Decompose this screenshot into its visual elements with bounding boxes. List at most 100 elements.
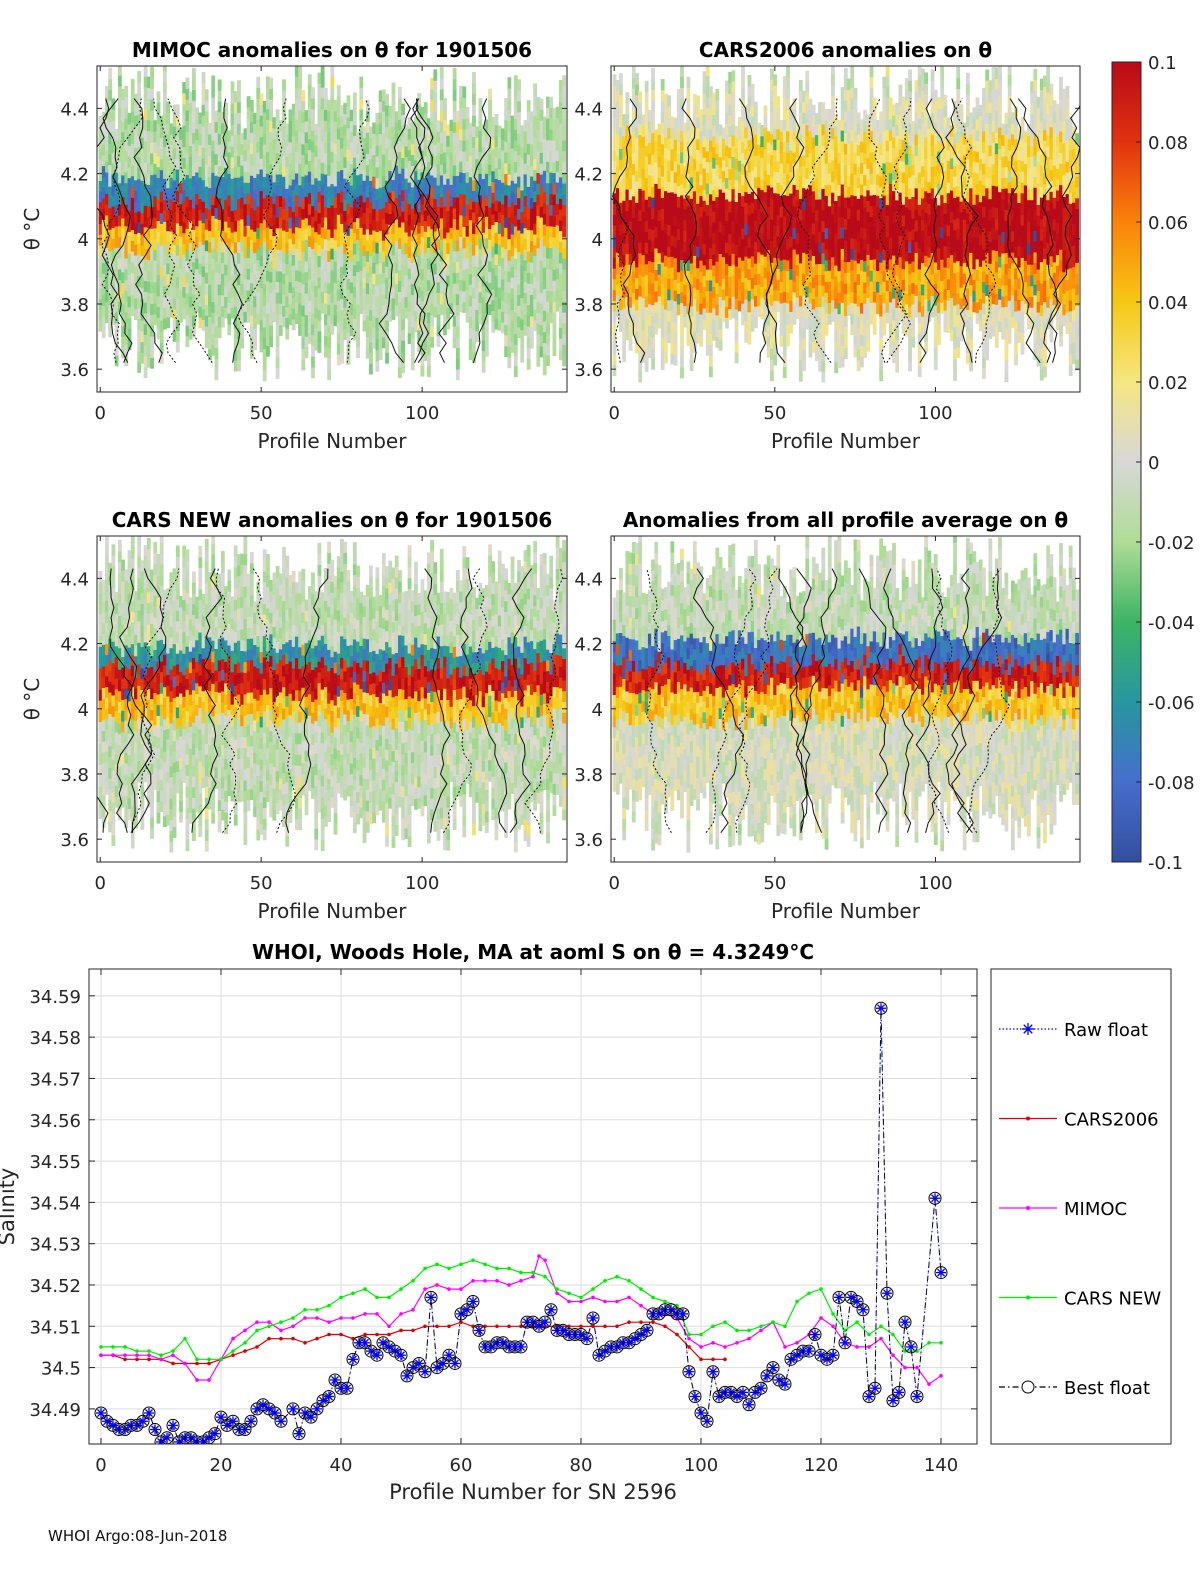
cars-new-point [807, 1291, 811, 1296]
cars-new-point [699, 1332, 703, 1337]
raw-float-point [144, 1408, 154, 1419]
best-float-point [700, 1414, 714, 1428]
raw-float-point [726, 1387, 736, 1398]
mimoc-point [927, 1382, 931, 1386]
contour-line [915, 568, 944, 833]
y-tick-label: 4.2 [60, 635, 89, 656]
best-float-point [148, 1423, 162, 1437]
contour-line [945, 98, 979, 363]
best-float-point [346, 1352, 360, 1366]
y-tick-label: 34.49 [29, 1400, 81, 1421]
raw-float-point [468, 1296, 478, 1307]
raw-float-point [588, 1313, 598, 1324]
mimoc-point [735, 1341, 739, 1345]
cars-new-point [831, 1312, 835, 1316]
contour-line [1017, 98, 1058, 363]
contour-line [927, 568, 953, 833]
mimoc-point [435, 1283, 439, 1287]
mimoc-point [627, 1295, 631, 1300]
cars-new-point [291, 1316, 295, 1320]
raw-float-point [312, 1403, 322, 1414]
contour-line [410, 98, 439, 363]
contour-line [252, 568, 296, 833]
best-float-point [208, 1427, 222, 1441]
best-float-point [514, 1340, 528, 1354]
x-tick-label: 50 [250, 873, 273, 894]
raw-float-point [690, 1391, 700, 1402]
cars-new-point [735, 1328, 739, 1333]
cars2006-point [639, 1320, 643, 1324]
raw-float-point [516, 1341, 526, 1352]
raw-float-point [228, 1416, 238, 1427]
cars-new-point [939, 1341, 943, 1345]
best-float-point [928, 1191, 942, 1205]
raw-float-point [300, 1408, 310, 1419]
colorbar-tick-label: -0.1 [1148, 853, 1183, 874]
cars-new-point [99, 1345, 103, 1349]
contour-line [109, 568, 152, 834]
best-float-point [688, 1390, 702, 1403]
raw-float-point [894, 1387, 904, 1398]
raw-float-point [594, 1350, 604, 1361]
contour-line [735, 568, 778, 833]
cars2006-point [723, 1357, 727, 1362]
contour-line [738, 98, 786, 364]
y-tick-label: 4 [592, 700, 603, 721]
mimoc-point [855, 1345, 859, 1349]
cars2006-point [447, 1324, 451, 1329]
cars-new-point [747, 1328, 751, 1333]
raw-float-point [414, 1358, 424, 1369]
best-float-point [418, 1365, 432, 1379]
mimoc-point [327, 1320, 331, 1324]
mimoc-point [339, 1316, 343, 1320]
cars-new-point [771, 1320, 775, 1324]
best-float-point [466, 1295, 480, 1308]
cars-new-point [795, 1299, 799, 1304]
contour-line [1048, 104, 1080, 363]
mimoc-point [879, 1336, 883, 1341]
cars2006-point [699, 1357, 703, 1362]
cars2006-point [711, 1357, 715, 1362]
mimoc-point [411, 1307, 415, 1312]
contour-line [524, 568, 564, 833]
contour-line [918, 98, 945, 363]
cars-new-point [483, 1262, 487, 1267]
y-tick-label: 4 [592, 230, 603, 251]
mimoc-point [483, 1279, 487, 1283]
best-float-point [340, 1381, 354, 1395]
legend-box [990, 968, 1172, 1445]
x-tick-label: 60 [450, 1455, 473, 1476]
cars2006-point [423, 1324, 427, 1329]
raw-float-point [288, 1403, 298, 1414]
best-float-point [370, 1348, 384, 1362]
cars2006-point [675, 1332, 679, 1337]
mimoc-point [747, 1336, 751, 1341]
cars-new-point [399, 1287, 403, 1291]
cars2006-point [603, 1324, 607, 1329]
panel-title: CARS NEW anomalies on θ for 1901506 [112, 508, 553, 532]
cars-new-point [411, 1279, 415, 1283]
cars2006-point [207, 1361, 211, 1366]
mimoc-point [867, 1345, 871, 1349]
x-tick-label: 100 [684, 1455, 718, 1476]
cars-new-point [387, 1295, 391, 1300]
y-tick-label: 34.58 [29, 1028, 81, 1049]
contour-line [955, 98, 997, 363]
contour-line [97, 98, 129, 363]
footer-text: WHOI Argo:08-Jun-2018 [48, 1527, 228, 1545]
mimoc-point [639, 1303, 643, 1308]
contour-line [415, 98, 455, 363]
best-float-point [892, 1385, 906, 1399]
legend: Raw float CARS2006 MIMOC CARS NEW Best float [990, 968, 1172, 1445]
raw-float-point [528, 1317, 538, 1328]
raw-float-point [210, 1428, 220, 1439]
contour-line [443, 568, 488, 833]
legend-label: MIMOC [1064, 1199, 1127, 1220]
cars2006-point [507, 1324, 511, 1329]
contour-line [409, 98, 430, 363]
mimoc-point [255, 1320, 259, 1324]
raw-float-point [324, 1391, 334, 1402]
raw-float-point [240, 1424, 250, 1435]
mimoc-point [591, 1295, 595, 1300]
